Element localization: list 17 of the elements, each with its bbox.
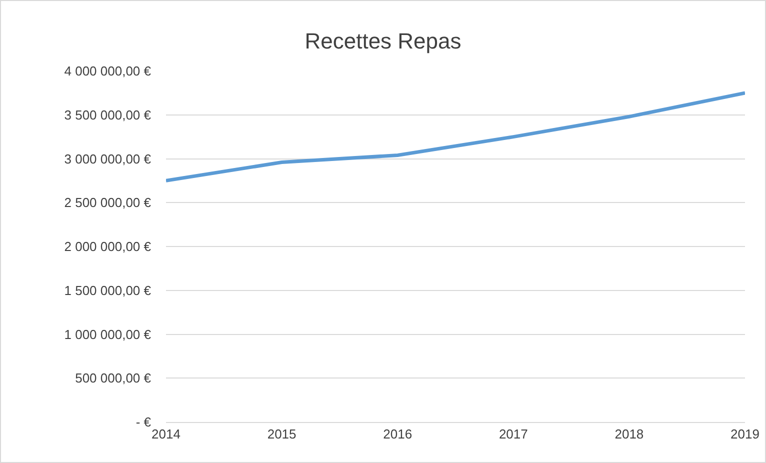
y-tick-label: 4 000 000,00 € [64, 64, 152, 79]
y-tick-label: 3 500 000,00 € [64, 107, 152, 122]
y-tick-label: 1 500 000,00 € [64, 282, 152, 298]
x-tick-label: 2018 [614, 426, 644, 442]
x-tick-label: 2017 [498, 426, 528, 442]
x-tick-label: 2016 [383, 426, 412, 442]
y-tick-label: 2 000 000,00 € [64, 239, 152, 254]
y-tick-label: 3 000 000,00 € [64, 151, 152, 166]
y-tick-label: 1 000 000,00 € [64, 326, 152, 342]
x-tick-label: 2019 [730, 426, 760, 442]
x-tick-label: 2014 [152, 426, 180, 442]
y-tick-label: 500 000,00 € [75, 370, 152, 386]
x-tick-label: 2015 [267, 426, 296, 442]
y-tick-label: 2 500 000,00 € [64, 195, 152, 210]
line-series [166, 91, 745, 182]
y-tick-label: - € [136, 414, 152, 430]
chart-title: Recettes Repas [304, 28, 462, 54]
